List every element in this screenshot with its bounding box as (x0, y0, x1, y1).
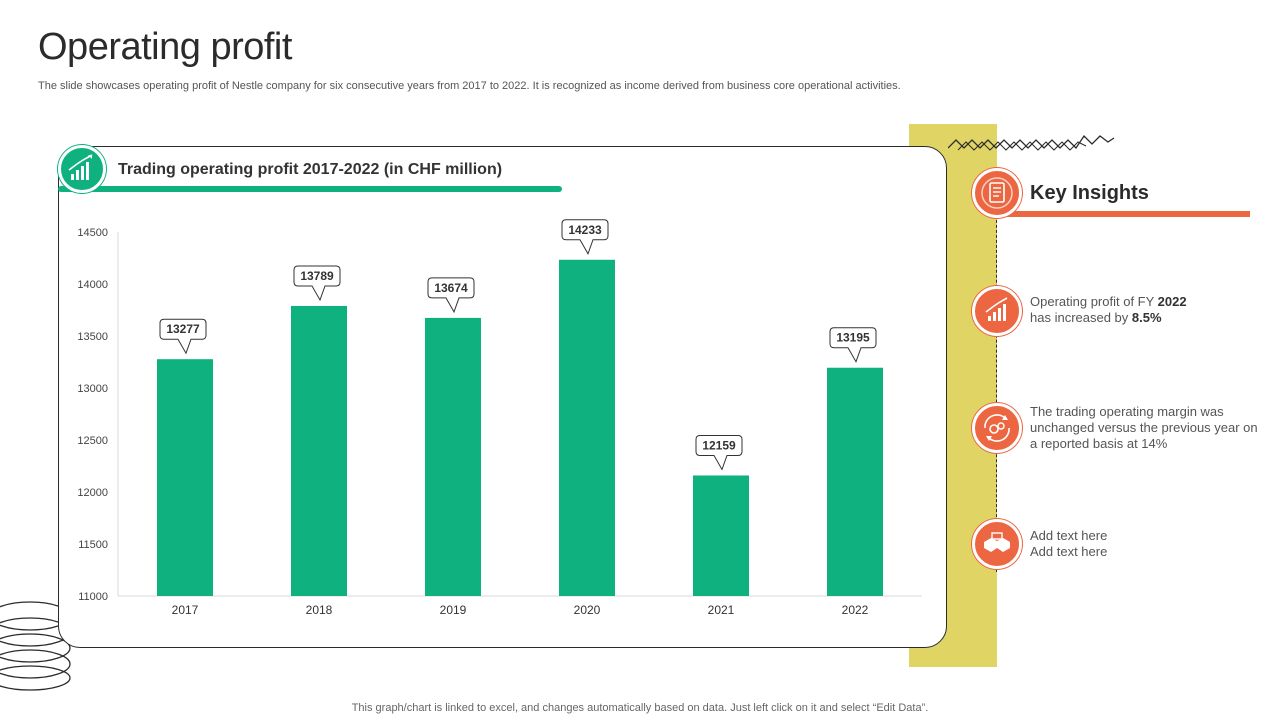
page-title: Operating profit (38, 26, 292, 68)
data-label: 13195 (836, 331, 870, 345)
bar (425, 317, 481, 596)
y-tick-label: 14500 (77, 227, 108, 239)
growth-chart-icon (972, 286, 1022, 336)
data-label: 12159 (702, 438, 736, 452)
data-label-callout (695, 434, 743, 471)
document-list-icon (972, 168, 1022, 218)
bar (827, 367, 883, 596)
bar (157, 359, 213, 596)
data-label: 13789 (300, 269, 334, 283)
y-tick-label: 11000 (78, 591, 108, 603)
x-tick-label: 2019 (440, 603, 467, 617)
x-tick-label: 2018 (306, 603, 333, 617)
data-label-callout (159, 318, 207, 355)
insight-2-text: The trading operating margin was unchang… (1030, 404, 1258, 451)
key-insights-underline (996, 211, 1250, 217)
data-label-callout (829, 327, 877, 363)
y-tick-label: 13500 (77, 331, 108, 343)
y-tick-label: 12000 (77, 487, 108, 499)
key-insights-title: Key Insights (1030, 182, 1149, 204)
y-tick-label: 11500 (78, 539, 108, 551)
bar (559, 259, 615, 596)
y-tick-label: 12500 (77, 435, 108, 447)
x-tick-label: 2021 (708, 603, 735, 617)
page-subtitle: The slide showcases operating profit of … (38, 80, 901, 92)
bar (291, 305, 347, 596)
x-tick-label: 2020 (574, 603, 601, 617)
chart-title: Trading operating profit 2017-2022 (in C… (118, 161, 503, 178)
zigzag-decoration (948, 134, 1115, 151)
insight-3-text: Add text here Add text here (1030, 528, 1108, 559)
footnote: This graph/chart is linked to excel, and… (351, 702, 929, 714)
handshake-icon (972, 519, 1022, 569)
data-label: 14233 (568, 223, 602, 237)
data-label: 13277 (166, 322, 200, 336)
data-label-callout (561, 219, 609, 255)
x-tick-label: 2017 (172, 603, 199, 617)
data-label-callout (427, 277, 475, 314)
bar-chart: 11000 11500 12000 12500 13000 13500 14000 14500… (77, 219, 922, 617)
y-tick-label: 13000 (77, 383, 108, 395)
bar (693, 475, 749, 596)
gears-cycle-icon (972, 403, 1022, 453)
growth-chart-icon (58, 145, 106, 193)
data-label: 13674 (434, 281, 468, 295)
data-label-callout (293, 265, 341, 302)
x-tick-label: 2022 (842, 603, 869, 617)
insight-1-text: Operating profit of FY 2022 has increase… (1030, 294, 1187, 325)
chart-title-underline (58, 186, 562, 192)
y-tick-label: 14000 (77, 279, 108, 291)
timeline-dashed-line (996, 190, 997, 572)
